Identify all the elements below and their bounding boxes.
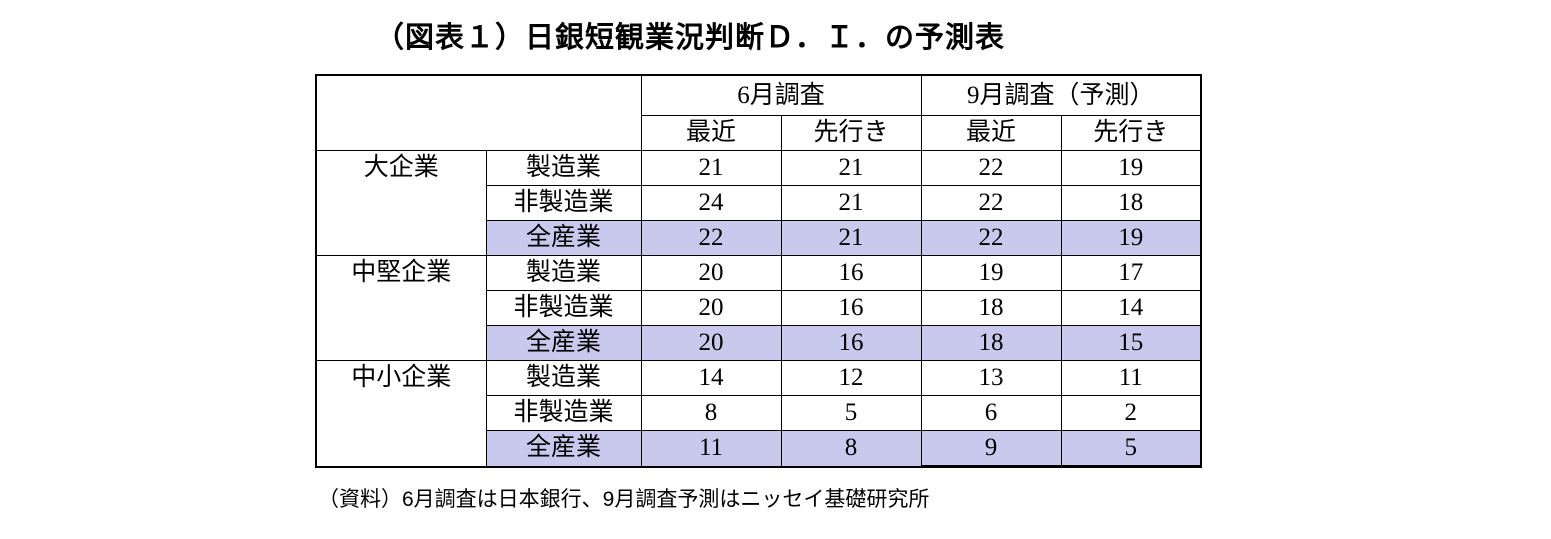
industry-label: 非製造業 (485, 290, 642, 326)
value-cell: 16 (780, 290, 922, 326)
value-cell: 19 (1060, 220, 1202, 256)
value-cell: 5 (1060, 430, 1202, 468)
table-row: 中堅企業 製造業 20 16 19 17 (315, 255, 1202, 361)
tankan-di-forecast-table: 6月調査 9月調査（予測） 最近 先行き 最近 先行き 大企業 製造業 21 2… (315, 74, 1203, 468)
industry-label: 製造業 (485, 360, 642, 396)
group-label-small-enterprises: 中小企業 (315, 360, 487, 467)
value-cell: 20 (640, 255, 782, 291)
table-row: 中小企業 製造業 14 12 13 11 (315, 360, 1202, 467)
value-cell: 14 (1060, 290, 1202, 326)
page-title: （図表１）日銀短観業況判断Ｄ．Ｉ．の予測表 (374, 22, 1005, 54)
value-cell: 11 (1060, 360, 1202, 396)
value-cell: 2 (1060, 395, 1202, 431)
industry-label: 全産業 (485, 430, 642, 467)
value-cell: 5 (780, 395, 922, 431)
value-cell: 17 (1060, 255, 1202, 291)
value-cell: 13 (920, 360, 1062, 396)
value-cell: 15 (1060, 325, 1202, 361)
value-cell: 20 (640, 290, 782, 326)
value-cell: 21 (640, 150, 782, 186)
value-cell: 16 (780, 255, 922, 291)
value-cell: 22 (920, 220, 1062, 256)
table-row: 非製造業 8 5 6 2 (316, 395, 1202, 431)
group-label-large-enterprises: 大企業 (315, 150, 487, 256)
value-cell: 19 (920, 255, 1062, 291)
value-cell: 22 (920, 185, 1062, 221)
industry-label: 非製造業 (485, 185, 642, 221)
industry-label: 製造業 (485, 255, 642, 291)
industry-label: 非製造業 (485, 395, 642, 431)
subheader-june-recent: 最近 (640, 115, 782, 151)
subheader-sep-outlook: 先行き (1060, 115, 1202, 151)
value-cell: 24 (640, 185, 782, 221)
value-cell: 9 (920, 430, 1062, 468)
group-label-medium-enterprises: 中堅企業 (315, 255, 487, 361)
industry-label: 全産業 (485, 220, 642, 256)
value-cell: 21 (780, 185, 922, 221)
source-note: （資料）6月調査は日本銀行、9月調査予測はニッセイ基礎研究所 (318, 488, 930, 511)
value-cell: 20 (640, 325, 782, 361)
value-cell: 19 (1060, 150, 1202, 186)
value-cell: 11 (640, 430, 782, 467)
col-group-june-survey: 6月調査 (640, 74, 922, 116)
value-cell: 22 (640, 220, 782, 256)
value-cell: 22 (920, 150, 1062, 186)
table-row-highlighted: 全産業 20 16 18 15 (316, 325, 1202, 361)
subheader-june-outlook: 先行き (780, 115, 922, 151)
industry-label: 製造業 (485, 150, 642, 186)
value-cell: 18 (1060, 185, 1202, 221)
value-cell: 21 (780, 150, 922, 186)
subheader-sep-recent: 最近 (920, 115, 1062, 151)
table-container: 6月調査 9月調査（予測） 最近 先行き 最近 先行き 大企業 製造業 21 2… (315, 74, 1551, 468)
table-row: 非製造業 20 16 18 14 (316, 290, 1202, 326)
value-cell: 12 (780, 360, 922, 396)
value-cell: 21 (780, 220, 922, 256)
value-cell: 8 (780, 430, 922, 467)
table-row-highlighted: 全産業 11 8 9 5 (316, 430, 1202, 468)
value-cell: 18 (920, 325, 1062, 361)
col-group-september-forecast: 9月調査（予測） (920, 74, 1202, 116)
value-cell: 18 (920, 290, 1062, 326)
value-cell: 6 (920, 395, 1062, 431)
value-cell: 14 (640, 360, 782, 396)
value-cell: 16 (780, 325, 922, 361)
header-group-row: 6月調査 9月調査（予測） (315, 74, 1202, 151)
table-row-highlighted: 全産業 22 21 22 19 (316, 220, 1202, 256)
value-cell: 8 (640, 395, 782, 431)
blank-corner-cell (315, 74, 642, 151)
industry-label: 全産業 (485, 325, 642, 361)
table-row: 大企業 製造業 21 21 22 19 (315, 150, 1202, 256)
